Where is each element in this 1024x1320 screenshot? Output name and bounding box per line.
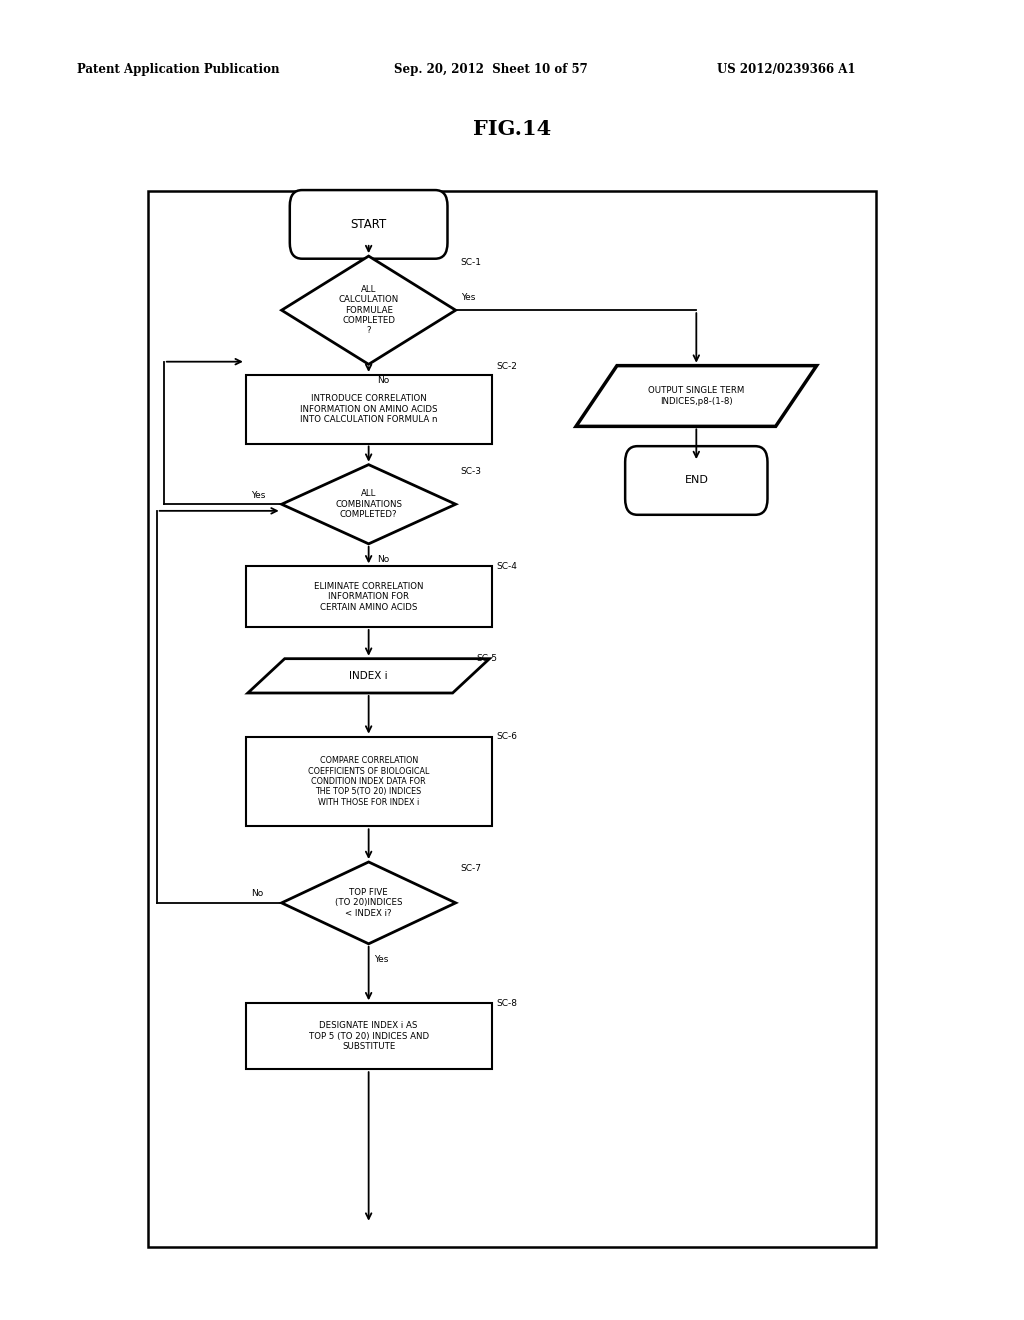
Text: FIG.14: FIG.14 <box>473 119 551 139</box>
Text: No: No <box>377 376 389 384</box>
Text: OUTPUT SINGLE TERM
INDICES,p8-(1-8): OUTPUT SINGLE TERM INDICES,p8-(1-8) <box>648 387 744 405</box>
Text: INTRODUCE CORRELATION
INFORMATION ON AMINO ACIDS
INTO CALCULATION FORMULA n: INTRODUCE CORRELATION INFORMATION ON AMI… <box>300 395 437 424</box>
Text: No: No <box>251 890 263 898</box>
Text: SC-1: SC-1 <box>461 259 482 267</box>
Text: Yes: Yes <box>374 956 388 964</box>
Text: SC-3: SC-3 <box>461 467 482 475</box>
Text: Sep. 20, 2012  Sheet 10 of 57: Sep. 20, 2012 Sheet 10 of 57 <box>394 63 588 77</box>
Text: Patent Application Publication: Patent Application Publication <box>77 63 280 77</box>
Text: SC-6: SC-6 <box>497 733 518 741</box>
Text: START: START <box>350 218 387 231</box>
Text: No: No <box>377 556 389 564</box>
Text: SC-2: SC-2 <box>497 363 517 371</box>
Text: END: END <box>684 475 709 486</box>
Text: ALL
CALCULATION
FORMULAE
COMPLETED
?: ALL CALCULATION FORMULAE COMPLETED ? <box>339 285 398 335</box>
Text: SC-4: SC-4 <box>497 562 517 570</box>
Text: TOP FIVE
(TO 20)INDICES
< INDEX i?: TOP FIVE (TO 20)INDICES < INDEX i? <box>335 888 402 917</box>
Text: Yes: Yes <box>461 293 475 301</box>
Text: DESIGNATE INDEX i AS
TOP 5 (TO 20) INDICES AND
SUBSTITUTE: DESIGNATE INDEX i AS TOP 5 (TO 20) INDIC… <box>308 1022 429 1051</box>
Text: COMPARE CORRELATION
COEFFICIENTS OF BIOLOGICAL
CONDITION INDEX DATA FOR
THE TOP : COMPARE CORRELATION COEFFICIENTS OF BIOL… <box>308 756 429 807</box>
Text: US 2012/0239366 A1: US 2012/0239366 A1 <box>717 63 855 77</box>
Text: SC-8: SC-8 <box>497 999 518 1007</box>
Text: SC-7: SC-7 <box>461 865 482 873</box>
Text: INDEX i: INDEX i <box>349 671 388 681</box>
Text: ELIMINATE CORRELATION
INFORMATION FOR
CERTAIN AMINO ACIDS: ELIMINATE CORRELATION INFORMATION FOR CE… <box>314 582 423 611</box>
Text: SC-5: SC-5 <box>476 655 498 663</box>
Text: Yes: Yes <box>251 491 265 499</box>
Text: ALL
COMBINATIONS
COMPLETED?: ALL COMBINATIONS COMPLETED? <box>335 490 402 519</box>
